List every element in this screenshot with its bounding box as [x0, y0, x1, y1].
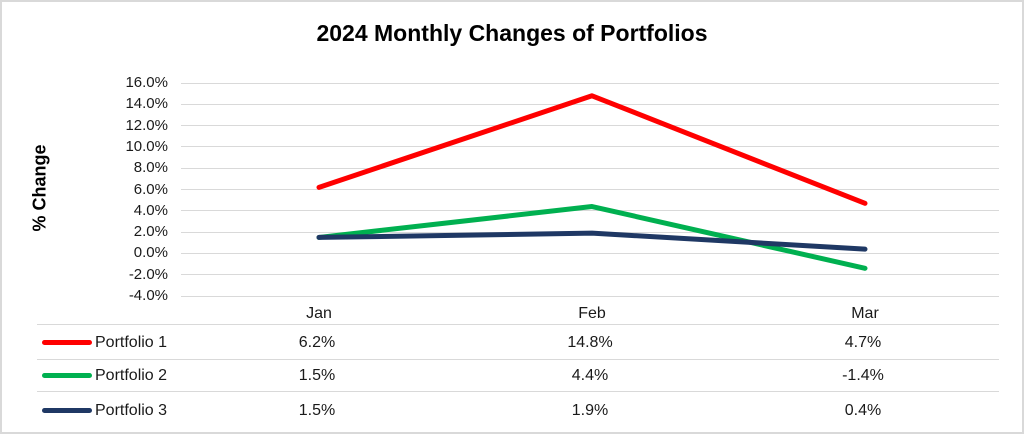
y-tick-label: 8.0%	[133, 159, 168, 177]
y-tick-label: 14.0%	[125, 95, 168, 113]
x-axis-label-mar: Mar	[851, 305, 879, 322]
y-tick-label: -2.0%	[128, 265, 168, 283]
series-line-portfolio-2	[316, 204, 868, 271]
legend-label: Portfolio 1	[95, 333, 168, 351]
y-gridline	[181, 295, 999, 297]
table-row: Portfolio 3 1.5% 1.9% 0.4%	[37, 391, 999, 430]
table-row: Portfolio 2 1.5% 4.4% -1.4%	[37, 359, 999, 392]
y-tick-label: 0.0%	[133, 244, 168, 262]
x-axis-label-feb: Feb	[578, 305, 606, 322]
legend-label: Portfolio 3	[95, 402, 168, 419]
y-gridline	[181, 125, 999, 127]
y-gridline	[181, 167, 999, 169]
legend-swatch-portfolio-3	[42, 408, 92, 413]
x-axis-label-jan: Jan	[306, 305, 332, 322]
y-gridline	[181, 252, 999, 254]
table-value: 14.8%	[567, 333, 613, 351]
table-row: Portfolio 1 6.2% 14.8% 4.7%	[37, 324, 999, 360]
table-value: 4.4%	[571, 367, 609, 384]
table-value: 1.9%	[571, 402, 609, 419]
y-gridline	[181, 103, 999, 105]
chart-title: 2024 Monthly Changes of Portfolios	[316, 20, 708, 46]
series-line-portfolio-1	[316, 93, 868, 206]
y-tick-label: -4.0%	[128, 287, 168, 304]
y-tick-label: 6.0%	[133, 180, 168, 198]
y-tick-label: 4.0%	[133, 201, 168, 219]
series-line-portfolio-3	[316, 230, 868, 252]
legend-swatch-portfolio-2	[42, 373, 92, 378]
y-tick-label: 2.0%	[133, 223, 168, 241]
y-gridline	[181, 189, 999, 190]
y-gridline	[181, 274, 999, 276]
y-gridline	[181, 82, 999, 84]
y-gridline	[181, 146, 999, 148]
y-tick-label: 12.0%	[125, 116, 168, 134]
table-value: -1.4%	[842, 367, 884, 384]
y-gridline	[181, 210, 999, 212]
table-value: 0.4%	[844, 402, 882, 419]
legend-swatch-portfolio-1	[42, 339, 92, 345]
table-value: 6.2%	[298, 333, 336, 351]
table-value: 1.5%	[298, 402, 336, 419]
y-tick-label: 10.0%	[125, 137, 168, 155]
table-value: 1.5%	[298, 367, 336, 384]
table-value: 4.7%	[844, 333, 882, 351]
legend-label: Portfolio 2	[95, 367, 168, 384]
y-tick-label: 16.0%	[125, 74, 168, 91]
